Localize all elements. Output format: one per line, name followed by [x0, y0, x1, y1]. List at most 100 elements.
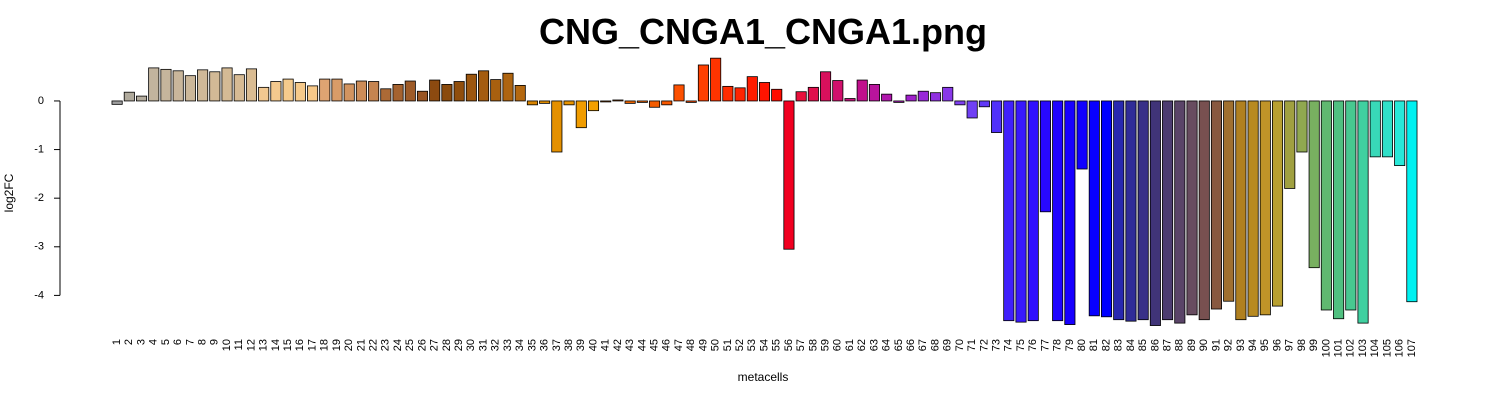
bar — [600, 100, 612, 103]
x-tick-label: 61 — [844, 339, 856, 351]
bar — [355, 80, 367, 102]
x-tick-label: 18 — [319, 339, 331, 351]
x-tick-label: 45 — [648, 339, 660, 351]
y-tick-label: -4 — [34, 289, 44, 301]
x-tick-label: 1 — [111, 339, 123, 345]
bar — [551, 100, 563, 153]
bar — [502, 72, 514, 102]
bar — [685, 100, 697, 103]
x-tick-label: 63 — [868, 339, 880, 351]
y-tick-label: -2 — [34, 192, 44, 204]
x-tick-label: 85 — [1137, 339, 1149, 351]
x-tick-label: 79 — [1064, 339, 1076, 351]
x-tick-label: 94 — [1247, 339, 1259, 351]
x-tick-label: 91 — [1210, 339, 1222, 351]
x-tick-label: 99 — [1308, 339, 1320, 351]
x-tick-label: 11 — [233, 339, 245, 350]
bar — [649, 100, 661, 108]
x-tick-label: 31 — [477, 339, 489, 351]
bar — [148, 67, 160, 102]
bar — [136, 95, 148, 102]
bar — [1186, 100, 1198, 316]
x-tick-label: 21 — [355, 339, 367, 351]
x-tick-label: 36 — [539, 339, 551, 351]
bar — [893, 100, 905, 103]
x-tick-label: 105 — [1381, 339, 1393, 357]
bar — [184, 75, 196, 102]
bar — [1149, 100, 1161, 326]
bar — [416, 90, 429, 102]
x-tick-label: 76 — [1027, 339, 1039, 351]
bar — [783, 100, 795, 250]
x-tick-label: 49 — [697, 339, 709, 351]
x-tick-label: 92 — [1223, 339, 1235, 351]
bar — [832, 80, 844, 102]
bar — [807, 86, 819, 102]
x-tick-label: 39 — [575, 339, 587, 351]
bar — [758, 82, 771, 102]
bar — [575, 100, 587, 129]
x-tick-label: 14 — [270, 339, 282, 351]
x-tick-label: 37 — [551, 339, 563, 351]
x-tick-label: 104 — [1369, 339, 1381, 357]
x-tick-label: 8 — [197, 339, 209, 345]
bar — [1027, 100, 1039, 322]
x-tick-label: 102 — [1345, 339, 1357, 357]
bar — [404, 80, 416, 102]
bar — [111, 100, 123, 105]
x-tick-label: 77 — [1039, 339, 1051, 351]
y-tick-label: -3 — [34, 241, 44, 253]
x-tick-label: 16 — [294, 339, 306, 351]
x-tick-label: 89 — [1186, 339, 1198, 351]
bar — [661, 100, 673, 106]
bar — [233, 74, 245, 102]
bar — [441, 84, 453, 102]
x-tick-label: 51 — [722, 339, 734, 351]
x-tick-label: 4 — [148, 339, 160, 345]
x-tick-label: 84 — [1125, 339, 1137, 351]
x-tick-label: 90 — [1198, 339, 1210, 351]
x-tick-label: 13 — [258, 339, 270, 351]
x-tick-label: 26 — [416, 339, 428, 351]
x-tick-label: 107 — [1406, 339, 1418, 357]
x-tick-label: 32 — [490, 339, 502, 351]
x-tick-label: 34 — [514, 339, 526, 351]
bar — [1003, 100, 1015, 322]
bar — [1064, 100, 1076, 325]
bar — [380, 88, 392, 102]
bar — [1015, 100, 1027, 323]
bar — [221, 67, 233, 102]
x-tick-label: 56 — [783, 339, 795, 351]
bar — [1137, 100, 1149, 321]
bar — [1235, 100, 1247, 321]
x-tick-label: 5 — [160, 339, 172, 345]
bar — [514, 84, 526, 102]
bar — [1394, 100, 1406, 167]
bar — [1052, 100, 1064, 322]
bar — [820, 71, 832, 102]
x-tick-label: 97 — [1284, 339, 1296, 351]
x-tick-label: 24 — [392, 339, 404, 351]
bar — [856, 79, 868, 102]
bar — [1296, 100, 1308, 153]
x-tick-label: 72 — [978, 339, 990, 351]
bar — [929, 92, 942, 102]
x-tick-label: 22 — [368, 339, 380, 351]
x-tick-label: 93 — [1235, 339, 1247, 351]
bar — [258, 86, 270, 102]
bar — [844, 98, 856, 102]
bar — [697, 64, 709, 102]
x-tick-label: 70 — [954, 339, 966, 351]
x-tick-label: 60 — [832, 339, 844, 351]
x-tick-label: 81 — [1088, 339, 1100, 351]
x-tick-label: 74 — [1003, 339, 1015, 351]
bar — [245, 68, 258, 102]
y-tick-label: -1 — [34, 143, 44, 155]
x-tick-label: 101 — [1333, 339, 1345, 357]
bar — [1333, 100, 1345, 320]
bar — [1174, 100, 1186, 324]
bar — [636, 100, 648, 103]
bar — [1381, 100, 1393, 158]
bar — [1088, 100, 1100, 317]
